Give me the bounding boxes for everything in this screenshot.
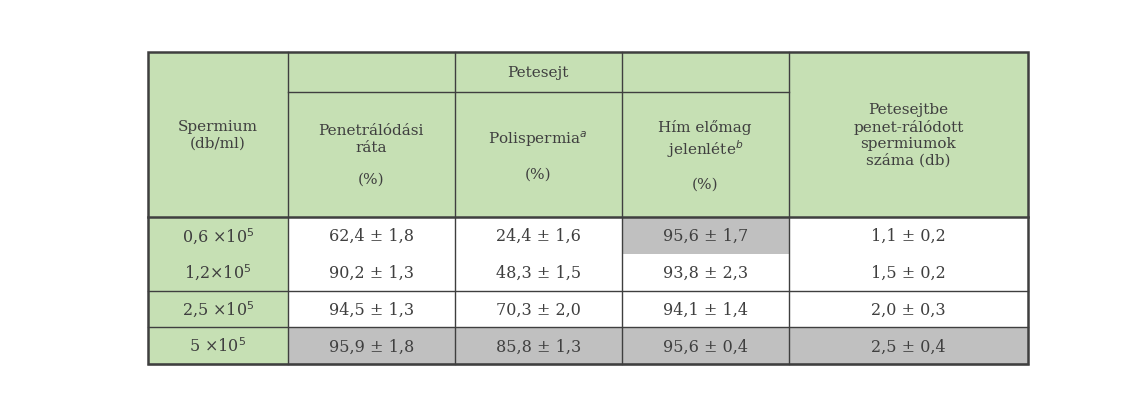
Bar — [288, 328, 454, 364]
Bar — [454, 218, 622, 254]
Text: 2,0 ± 0,3: 2,0 ± 0,3 — [871, 301, 945, 318]
Bar — [148, 291, 288, 328]
Bar — [789, 93, 1028, 218]
Bar — [789, 328, 1028, 364]
Bar — [454, 93, 622, 218]
Bar — [288, 93, 454, 218]
Text: Polispermia$^a$

(%): Polispermia$^a$ (%) — [489, 129, 588, 181]
Bar — [454, 291, 622, 328]
Bar — [789, 53, 1028, 93]
Bar — [622, 218, 789, 254]
Text: 95,6 ± 0,4: 95,6 ± 0,4 — [663, 337, 748, 354]
Text: 48,3 ± 1,5: 48,3 ± 1,5 — [496, 264, 580, 281]
Text: 95,9 ± 1,8: 95,9 ± 1,8 — [328, 337, 414, 354]
Bar — [148, 328, 288, 364]
Bar — [148, 93, 288, 218]
Text: Penetrálódási
ráta

(%): Penetrálódási ráta (%) — [319, 124, 424, 187]
Text: 70,3 ± 2,0: 70,3 ± 2,0 — [496, 301, 580, 318]
Bar — [622, 93, 789, 218]
Text: 90,2 ± 1,3: 90,2 ± 1,3 — [329, 264, 414, 281]
Bar — [622, 254, 789, 291]
Text: 1,1 ± 0,2: 1,1 ± 0,2 — [871, 228, 945, 244]
Bar — [148, 53, 288, 93]
Bar — [622, 328, 789, 364]
Bar — [454, 53, 622, 93]
Text: 24,4 ± 1,6: 24,4 ± 1,6 — [496, 228, 580, 244]
Bar — [622, 291, 789, 328]
Text: 0,6 ×10$^5$: 0,6 ×10$^5$ — [181, 226, 253, 246]
Bar — [789, 218, 1028, 254]
Text: Hím előmag
jelenléte$^b$

(%): Hím előmag jelenléte$^b$ (%) — [658, 119, 752, 192]
Text: 1,5 ± 0,2: 1,5 ± 0,2 — [871, 264, 945, 281]
Text: 62,4 ± 1,8: 62,4 ± 1,8 — [329, 228, 414, 244]
Text: 2,5 ± 0,4: 2,5 ± 0,4 — [871, 337, 945, 354]
Text: 94,1 ± 1,4: 94,1 ± 1,4 — [663, 301, 748, 318]
Text: 95,6 ± 1,7: 95,6 ± 1,7 — [663, 228, 748, 244]
Text: 85,8 ± 1,3: 85,8 ± 1,3 — [496, 337, 580, 354]
Text: Petesejt: Petesejt — [507, 66, 569, 80]
Bar — [789, 254, 1028, 291]
Text: 5 ×10$^5$: 5 ×10$^5$ — [189, 337, 247, 355]
Bar — [288, 53, 454, 93]
Bar — [288, 254, 454, 291]
Text: 2,5 ×10$^5$: 2,5 ×10$^5$ — [181, 299, 253, 319]
Bar — [454, 328, 622, 364]
Text: Spermium
(db/ml): Spermium (db/ml) — [178, 120, 258, 150]
Text: 1,2×10$^5$: 1,2×10$^5$ — [184, 263, 251, 282]
Bar — [789, 291, 1028, 328]
Bar — [288, 291, 454, 328]
Bar — [148, 218, 288, 254]
Text: 94,5 ± 1,3: 94,5 ± 1,3 — [329, 301, 414, 318]
Text: 93,8 ± 2,3: 93,8 ± 2,3 — [663, 264, 748, 281]
Bar — [454, 254, 622, 291]
Bar — [288, 218, 454, 254]
Text: Petesejtbe
penet-rálódott
spermiumok
száma (db): Petesejtbe penet-rálódott spermiumok szá… — [853, 103, 963, 167]
Bar — [622, 53, 789, 93]
Bar — [148, 254, 288, 291]
